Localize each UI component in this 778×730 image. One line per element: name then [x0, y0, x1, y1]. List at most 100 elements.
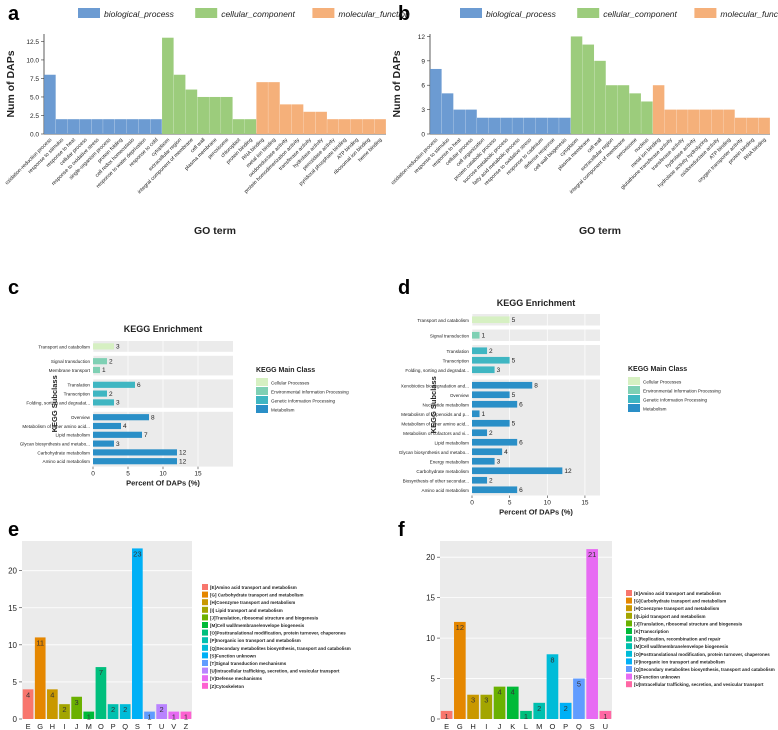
legend-label: [E]Amino acid transport and metabolism	[210, 585, 297, 590]
bar	[472, 448, 503, 456]
bar	[93, 458, 177, 465]
bar	[573, 678, 585, 719]
bar-value-label: 2	[537, 704, 541, 713]
x-tick-label: O	[550, 722, 556, 730]
bar	[91, 119, 103, 134]
bar-value-label: 7	[99, 668, 103, 677]
x-axis-title: GO term	[579, 225, 621, 237]
bar-value-label: 6	[519, 440, 523, 447]
bar	[746, 117, 759, 134]
panel-letter-f: f	[398, 519, 405, 541]
y-axis-title: KEGG Subclass	[429, 376, 438, 433]
bar	[472, 410, 480, 418]
chart-d-kegg: KEGG Enrichment 5 Transport and catabolism…	[399, 298, 721, 517]
bar	[144, 711, 155, 719]
y-axis-title: KEGG Subclass	[50, 375, 59, 432]
bar-value-label: 6	[519, 402, 523, 409]
x-tick-label: U	[159, 722, 164, 730]
y-tick-label: Amino acid metabolism	[422, 488, 470, 493]
bar	[652, 85, 665, 134]
x-tick-label: G	[37, 722, 43, 730]
y-tick-label: 3	[421, 107, 425, 114]
y-tick-label: Amino acid metabolism	[43, 459, 91, 464]
bar	[472, 356, 510, 364]
legend-label: Environmental Information Processing	[643, 389, 721, 394]
y-tick-label: Glycan biosynthesis and metabo...	[20, 442, 90, 447]
bar-value-label: 12	[179, 458, 187, 465]
legend-swatch	[256, 396, 268, 404]
bar	[34, 637, 46, 719]
facet-panel-bg	[472, 379, 600, 496]
bar-value-label: 4	[504, 449, 508, 456]
legend-swatch	[256, 405, 268, 413]
bar	[374, 119, 386, 134]
bar-value-label: 6	[519, 487, 523, 494]
bar-value-label: 1	[147, 713, 151, 722]
chart-title: KEGG Enrichment	[497, 298, 576, 308]
legend-swatch	[202, 644, 208, 651]
bar	[594, 60, 606, 134]
bar	[472, 331, 480, 339]
y-tick-label: Overview	[71, 415, 91, 420]
bar	[453, 109, 466, 134]
bar	[291, 104, 304, 134]
bar-value-label: 3	[497, 459, 501, 466]
bar	[180, 711, 192, 719]
legend-swatch	[628, 395, 640, 403]
bar	[279, 104, 292, 134]
y-tick-label: 15	[8, 604, 17, 613]
legend-label: [M]Cell wall/membrane/envelope biogenesi…	[634, 644, 729, 649]
y-tick-label: Membrane transport	[49, 368, 91, 373]
x-tick-label: T	[147, 722, 152, 730]
bar-value-label: 2	[489, 348, 493, 355]
x-tick-label: K	[510, 722, 515, 730]
y-tick-label: Lipid metabolism	[435, 440, 470, 445]
legend-label: [S]Function unknown	[634, 675, 680, 680]
bar	[303, 111, 316, 134]
x-axis-title: GO term	[194, 225, 236, 237]
y-tick-label: Xenobiotics biodegradation and...	[401, 383, 469, 388]
legend-swatch	[202, 629, 208, 636]
legend-label: [S]Function unknown	[210, 653, 256, 658]
legend-title: KEGG Main Class	[256, 367, 315, 374]
bar	[441, 93, 454, 134]
y-tick-label: Translation	[67, 383, 90, 388]
bar	[472, 467, 563, 475]
bar-value-label: 2	[489, 478, 493, 485]
x-tick-label: oxidation-reduction process	[390, 137, 439, 186]
bar	[467, 694, 479, 719]
bar	[126, 119, 139, 134]
facet-panel-bg	[472, 314, 600, 326]
bar	[362, 119, 375, 134]
bar-value-label: 1	[184, 713, 188, 722]
legend-swatch	[202, 675, 208, 682]
bar-value-label: 12	[456, 623, 464, 632]
bar	[488, 117, 501, 134]
bar	[688, 109, 700, 134]
bar	[221, 96, 233, 134]
bar	[93, 399, 114, 406]
y-tick-label: 0	[13, 715, 18, 724]
x-tick-label: Z	[184, 722, 189, 730]
bar	[586, 549, 598, 719]
bar	[664, 109, 677, 134]
legend-label: [T]Signal transduction mechanisms	[210, 661, 287, 666]
legend-label: cellular_component	[221, 9, 295, 19]
x-tick-label: oxidation-reduction process	[4, 137, 53, 186]
bar-value-label: 4	[497, 688, 501, 697]
bar	[93, 381, 135, 388]
legend-label: Environmental Information Processing	[271, 390, 349, 395]
y-tick-label: 6	[421, 83, 425, 90]
bar	[93, 343, 114, 350]
bar	[734, 117, 747, 134]
bar	[547, 117, 559, 134]
legend-swatch	[626, 628, 632, 634]
chart-f-cog: 051015201E12G3H3I4J4K1L2M8O2P5Q21S1U[E]A…	[426, 541, 775, 730]
x-tick-label: L	[524, 722, 528, 730]
chart-c-kegg: KEGG Enrichment 3 Transport and catabolism…	[20, 324, 349, 488]
x-tick-label: 10	[159, 471, 167, 478]
bar	[472, 400, 518, 408]
bar	[533, 702, 546, 719]
legend-label: Genetic Information Processing	[643, 398, 708, 403]
